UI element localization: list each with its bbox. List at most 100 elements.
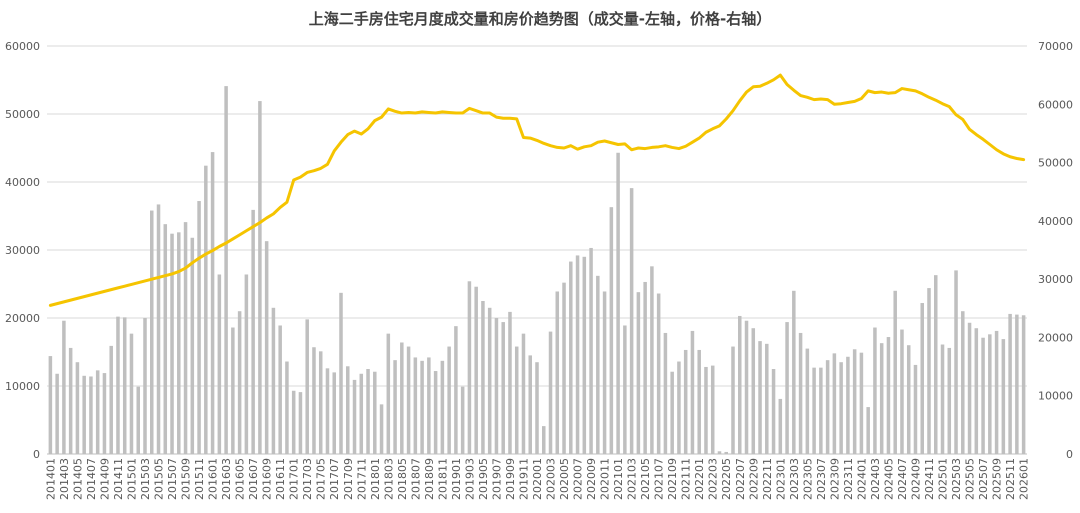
volume-bar [927,288,931,454]
volume-bar [163,224,168,454]
x-tick-label: 202201 [693,458,706,500]
volume-bar [1015,314,1019,454]
x-tick-label: 202011 [599,458,612,500]
volume-bar [785,322,789,454]
volume-bar [548,331,553,454]
volume-bar [886,337,891,454]
volume-bar [798,332,803,454]
x-tick-label: 202005 [558,458,571,500]
x-tick-label: 202407 [896,458,909,500]
volume-bar [771,369,776,454]
volume-bar [373,371,377,454]
x-tick-label: 202211 [761,458,774,500]
volume-bar [913,364,918,454]
volume-bar [967,322,972,454]
volume-bar [62,320,66,454]
x-tick-label: 201505 [153,458,166,500]
right-axis-tick-label: 10000 [1038,390,1073,403]
volume-bar [278,325,282,454]
volume-bar [183,222,188,454]
x-tick-label: 202405 [882,458,895,500]
x-tick-label: 201811 [436,458,449,500]
volume-bar [258,101,262,454]
volume-bar [231,327,235,454]
x-tick-label: 201911 [517,458,530,500]
volume-bar [95,370,100,454]
volume-bar [765,343,769,454]
left-axis-tick-label: 20000 [5,312,40,325]
volume-bar [724,451,728,454]
volume-bar [427,357,431,454]
volume-bar [961,311,965,454]
x-tick-label: 202505 [964,458,977,500]
volume-bar [197,201,201,454]
x-tick-label: 202207 [734,458,747,500]
volume-bar [143,318,147,454]
x-tick-label: 201403 [58,458,71,500]
x-tick-label: 201809 [423,458,436,500]
volume-bar [873,327,877,454]
volume-bar [602,291,607,454]
x-tick-label: 202507 [977,458,990,500]
volume-bar [866,407,870,454]
volume-bar [690,330,695,454]
x-tick-label: 202009 [585,458,598,500]
x-tick-label: 201709 [342,458,355,500]
x-tick-label: 202403 [869,458,882,500]
volume-bar [1008,313,1012,454]
volume-bar [48,356,53,454]
volume-bar [663,332,668,454]
x-tick-label: 202409 [909,458,922,500]
volume-bar [920,303,924,454]
volume-bar [596,275,600,454]
x-tick-label: 202509 [991,458,1004,500]
volume-bar [271,307,276,454]
volume-bar [852,349,857,454]
volume-bar [940,344,945,454]
volume-bar [859,352,864,454]
volume-bar [366,369,370,454]
volume-bar [55,373,59,454]
x-tick-label: 201411 [112,458,125,500]
volume-bar [697,349,701,454]
volume-bar [947,347,952,454]
volume-bar [359,373,364,454]
volume-bar [514,346,519,454]
volume-bar [318,351,323,454]
chart-title: 上海二手房住宅月度成交量和房价趋势图（成交量-左轴，价格-右轴） [309,10,771,28]
x-tick-label: 202511 [1004,458,1017,500]
volume-bar [893,290,897,454]
x-tick-label: 201603 [220,458,233,500]
price-line [48,73,1026,307]
volume-bar [609,207,614,454]
x-tick-label: 202107 [653,458,666,500]
volume-bar [501,322,505,454]
x-tick-label: 202307 [815,458,828,500]
volume-bar [751,328,756,454]
volume-bar [731,346,735,454]
x-tick-label: 202109 [666,458,679,500]
x-tick-label: 201601 [207,458,220,500]
volume-bar [494,318,499,454]
x-tick-label: 201903 [463,458,476,500]
volume-bar [305,319,309,454]
left-axis-tick-label: 60000 [5,40,40,53]
volume-bar [683,349,688,454]
volume-bar [89,376,93,454]
left-axis-tick-label: 30000 [5,244,40,257]
x-tick-label: 201803 [382,458,395,500]
volume-bar [988,334,992,454]
x-tick-label: 202103 [626,458,639,500]
volume-bar [535,362,539,454]
volume-bar [204,165,208,454]
volume-bar [846,356,850,454]
volume-bar [177,232,181,454]
right-axis-tick-label: 40000 [1038,215,1073,228]
left-axis-tick-label: 50000 [5,108,40,121]
right-axis-tick-label: 30000 [1038,273,1073,286]
volume-bar [332,372,336,454]
x-tick-label: 202301 [774,458,787,500]
volume-bar [589,247,593,454]
